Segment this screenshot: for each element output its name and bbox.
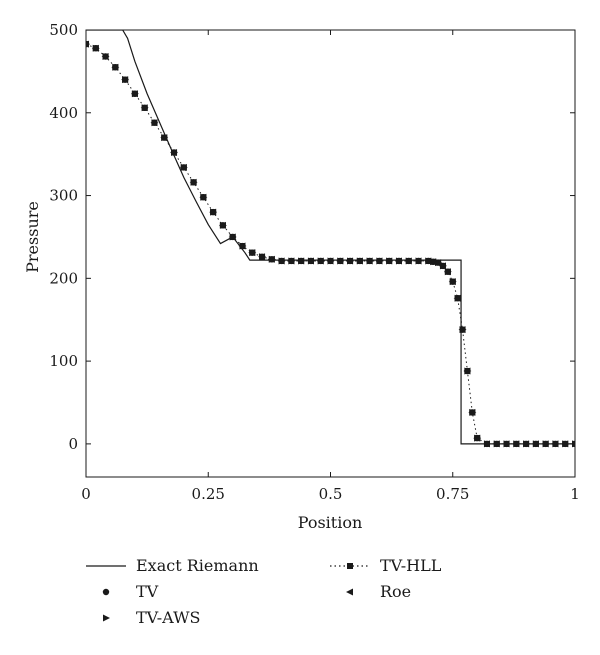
data-point bbox=[414, 257, 422, 265]
legend-label: TV-AWS bbox=[136, 608, 200, 627]
data-point bbox=[463, 367, 471, 375]
legend-item: TV-AWS bbox=[103, 608, 200, 627]
axes: 0 0.25 0.5 0.75 1 0 100 200 300 400 500 bbox=[49, 21, 579, 503]
data-point bbox=[258, 253, 266, 261]
y-axis-label: Pressure bbox=[23, 201, 42, 273]
data-point bbox=[316, 257, 324, 265]
y-tick-label: 100 bbox=[49, 352, 78, 370]
series-tv bbox=[86, 40, 575, 448]
series-line bbox=[86, 30, 575, 445]
x-tick-label: 1 bbox=[570, 485, 580, 503]
data-point bbox=[365, 257, 373, 265]
data-point bbox=[267, 255, 275, 263]
y-tick-label: 0 bbox=[68, 435, 78, 453]
data-point bbox=[189, 178, 197, 186]
data-point bbox=[385, 257, 393, 265]
data-point bbox=[502, 440, 510, 448]
data-point bbox=[355, 257, 363, 265]
y-tick-label: 400 bbox=[49, 104, 78, 122]
data-point bbox=[336, 257, 344, 265]
data-point bbox=[287, 257, 295, 265]
data-point bbox=[209, 208, 217, 216]
x-tick-label: 0.5 bbox=[319, 485, 343, 503]
data-point bbox=[404, 257, 412, 265]
legend-label: TV-HLL bbox=[380, 556, 442, 575]
data-point bbox=[248, 249, 256, 257]
legend-item: TV bbox=[102, 582, 159, 601]
data-point bbox=[458, 326, 466, 334]
data-point bbox=[277, 257, 285, 265]
legend-item: TV-HLL bbox=[330, 556, 442, 575]
data-point bbox=[551, 440, 559, 448]
data-point bbox=[170, 149, 178, 157]
legend-label: Exact Riemann bbox=[136, 556, 259, 575]
data-point bbox=[91, 44, 99, 52]
data-point bbox=[228, 233, 236, 241]
data-point bbox=[238, 242, 246, 250]
data-point bbox=[443, 268, 451, 276]
data-point bbox=[492, 440, 500, 448]
legend-label: Roe bbox=[380, 582, 411, 601]
data-point bbox=[140, 104, 148, 112]
plot-frame bbox=[85, 29, 576, 478]
data-point bbox=[429, 258, 437, 266]
data-point bbox=[306, 257, 314, 265]
y-tick-label: 200 bbox=[49, 269, 78, 287]
data-point bbox=[160, 134, 168, 142]
data-point bbox=[121, 76, 129, 84]
legend-label: TV bbox=[136, 582, 159, 601]
data-point bbox=[179, 163, 187, 171]
data-point bbox=[130, 90, 138, 98]
legend-swatch-marker bbox=[347, 563, 353, 569]
series-exact-riemann bbox=[86, 30, 575, 445]
x-tick-label: 0.25 bbox=[192, 485, 225, 503]
data-point bbox=[512, 440, 520, 448]
legend-swatch-marker bbox=[102, 588, 110, 596]
data-point bbox=[453, 294, 461, 302]
data-point bbox=[326, 257, 334, 265]
data-point bbox=[394, 257, 402, 265]
data-point bbox=[111, 63, 119, 71]
data-point bbox=[375, 257, 383, 265]
legend-swatch-marker bbox=[346, 588, 353, 596]
legend-item: Exact Riemann bbox=[86, 556, 259, 575]
y-tick-label: 300 bbox=[49, 187, 78, 205]
data-point bbox=[218, 221, 226, 229]
x-tick-label: 0 bbox=[81, 485, 91, 503]
legend: Exact Riemann TV TV-HLL TV-AWS Roe bbox=[86, 556, 442, 627]
y-tick-label: 500 bbox=[49, 21, 78, 39]
data-point bbox=[434, 259, 442, 267]
data-point bbox=[297, 257, 305, 265]
data-point bbox=[424, 257, 432, 265]
data-point bbox=[482, 440, 490, 448]
series-roe bbox=[86, 40, 575, 448]
data-point bbox=[561, 440, 569, 448]
legend-item: Roe bbox=[346, 582, 411, 601]
data-point bbox=[473, 434, 481, 442]
data-point bbox=[346, 257, 354, 265]
data-point bbox=[150, 119, 158, 127]
data-point bbox=[448, 278, 456, 286]
data-point bbox=[438, 262, 446, 270]
x-tick-label: 0.75 bbox=[436, 485, 469, 503]
data-point bbox=[468, 408, 476, 416]
legend-swatch-marker bbox=[103, 614, 110, 622]
data-point bbox=[531, 440, 539, 448]
data-point bbox=[86, 40, 89, 48]
data-point bbox=[199, 193, 207, 201]
series-tv-aws bbox=[86, 42, 575, 448]
data-point bbox=[101, 52, 109, 60]
x-axis-label: Position bbox=[298, 513, 363, 532]
plot-area bbox=[86, 30, 575, 448]
series-tv-hll bbox=[86, 41, 575, 447]
series-line bbox=[86, 43, 575, 445]
data-point bbox=[541, 440, 549, 448]
data-point bbox=[522, 440, 530, 448]
